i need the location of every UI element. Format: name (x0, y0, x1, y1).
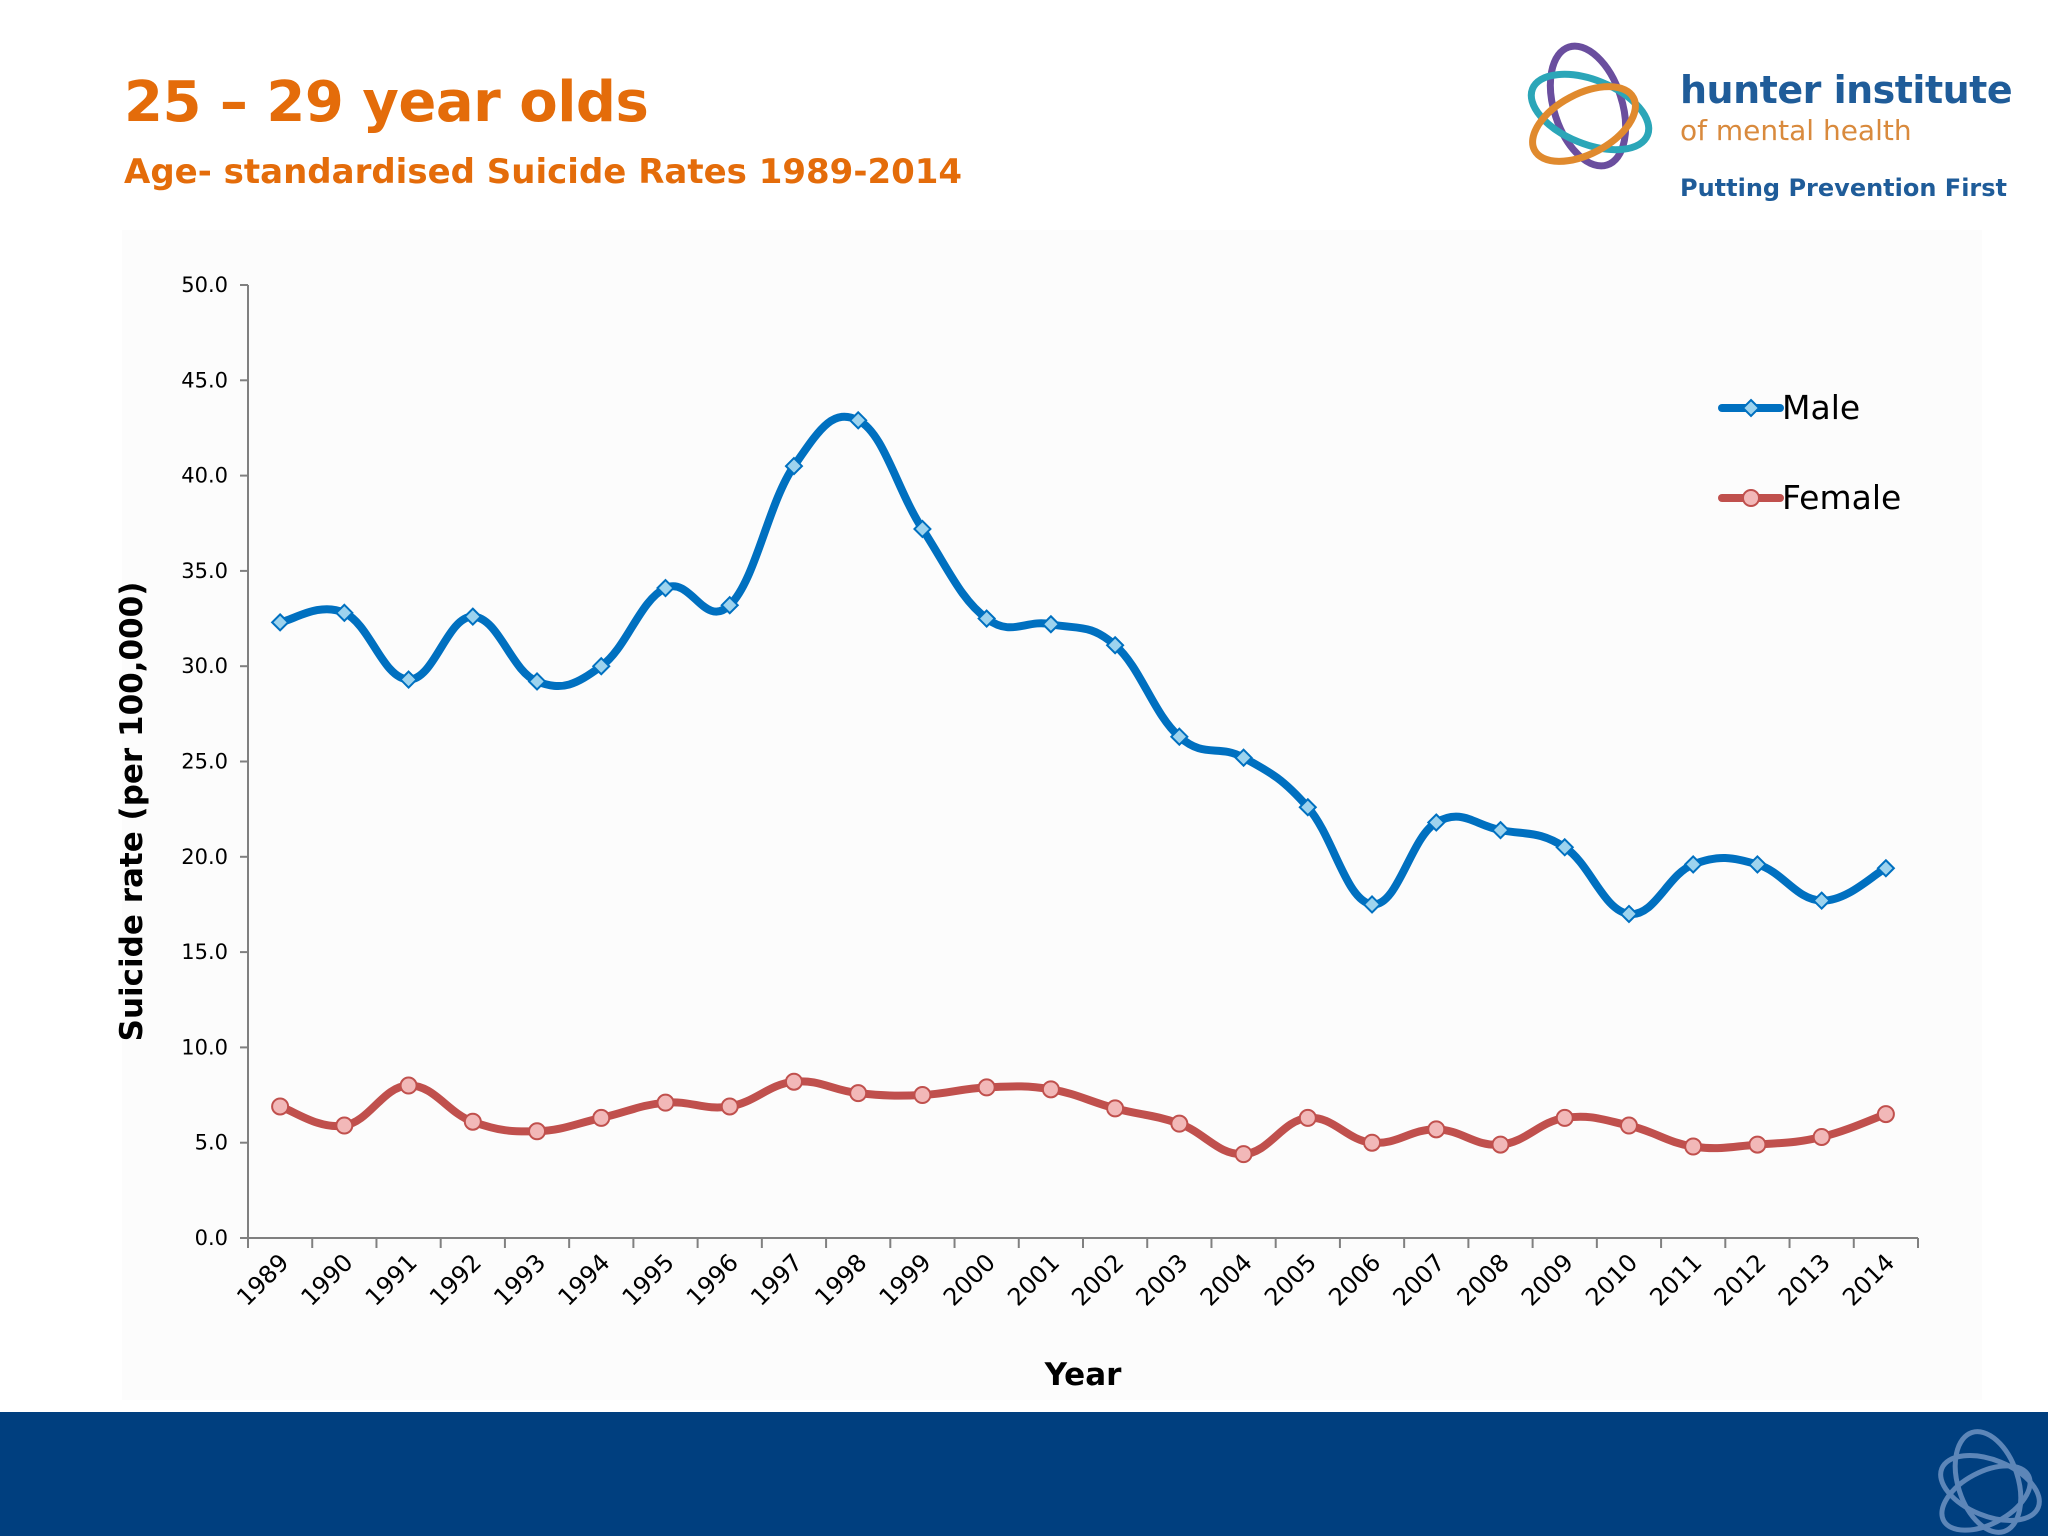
logo-subtitle: of mental health (1680, 114, 1912, 147)
male-data-point (1169, 727, 1189, 747)
y-tick-label: 30.0 (181, 654, 228, 678)
male-data-point (463, 607, 483, 627)
female-data-point (1748, 1135, 1767, 1154)
y-tick-label: 5.0 (195, 1131, 228, 1155)
male-data-point (527, 672, 547, 691)
x-axis-title: Year (1044, 1357, 1123, 1393)
logo-ring-teal (1527, 70, 1653, 154)
female-data-point (1234, 1145, 1253, 1164)
female-data-point (463, 1112, 482, 1131)
female-data-point (849, 1084, 868, 1103)
y-tick-label: 50.0 (181, 273, 228, 297)
y-axis-title: Suicide rate (per 100,000) (114, 582, 150, 1042)
female-data-point (1170, 1114, 1189, 1133)
logo-name: hunter institute (1680, 68, 2013, 112)
female-data-point (720, 1097, 739, 1116)
female-data-point (1363, 1133, 1382, 1152)
logo-ring-orange (1529, 83, 1639, 165)
legend-female-marker (1742, 489, 1760, 507)
male-data-point (1748, 855, 1767, 874)
male-data-point (1812, 891, 1832, 911)
male-data-point (848, 410, 868, 430)
male-data-point (1555, 837, 1575, 857)
slide-title: 25 – 29 year olds (124, 70, 649, 135)
y-tick-label: 0.0 (195, 1226, 228, 1250)
female-data-point (528, 1122, 547, 1141)
suicide-rate-line-chart: 0.0 5.0 10.0 15.0 20.0 25.0 30.0 35.0 40.0 45.0 50… (114, 230, 1982, 1400)
legend-female-label: Female (1782, 478, 1901, 517)
logo-emblem-icon (1527, 42, 1653, 170)
male-data-point (1041, 614, 1061, 634)
footer-band (0, 1412, 2048, 1536)
female-data-point (271, 1097, 290, 1116)
logo-tagline: Putting Prevention First (1680, 174, 2008, 202)
male-data-point (334, 603, 354, 623)
male-data-point (1234, 748, 1253, 768)
y-tick-label: 35.0 (181, 559, 228, 583)
y-tick-label: 10.0 (181, 1035, 228, 1059)
female-data-point (1427, 1120, 1446, 1139)
female-data-point (913, 1086, 932, 1105)
female-data-point (1555, 1108, 1574, 1127)
hunter-institute-logo: hunter institute of mental health Puttin… (1510, 30, 2030, 220)
female-data-point (1491, 1135, 1510, 1154)
male-data-point (913, 519, 932, 539)
female-data-point (656, 1093, 675, 1112)
female-data-point (1619, 1116, 1638, 1135)
y-tick-label: 40.0 (181, 464, 228, 488)
legend-male-marker (1741, 398, 1761, 418)
male-data-point (1426, 813, 1446, 832)
male-data-point (720, 595, 740, 615)
female-data-point (1298, 1108, 1317, 1127)
female-data-point (592, 1108, 611, 1127)
female-data-point (1684, 1137, 1703, 1156)
male-data-point (399, 670, 418, 689)
male-data-point (977, 609, 997, 628)
male-data-point (1362, 895, 1382, 914)
female-data-point (335, 1116, 354, 1135)
y-tick-label: 15.0 (181, 940, 228, 964)
male-data-point (1683, 855, 1703, 874)
male-data-point (270, 612, 290, 632)
y-tick-label: 20.0 (181, 845, 228, 869)
legend-male-label: Male (1782, 388, 1860, 427)
female-data-point (784, 1072, 803, 1091)
female-data-point (399, 1076, 418, 1095)
female-data-point (977, 1078, 996, 1097)
male-data-point (1491, 820, 1510, 840)
female-data-point (1106, 1099, 1125, 1118)
female-data-point (1876, 1105, 1895, 1124)
male-data-point (784, 456, 804, 476)
male-data-point (656, 578, 675, 598)
y-tick-label: 45.0 (181, 368, 228, 392)
slide-subtitle: Age- standardised Suicide Rates 1989-201… (124, 152, 963, 192)
male-data-point (1619, 904, 1639, 924)
male-data-point (1105, 635, 1125, 655)
plot-background (122, 230, 1982, 1400)
female-data-point (1041, 1080, 1060, 1099)
footer-emblem-icon (1938, 1429, 2042, 1535)
male-data-point (591, 656, 611, 676)
female-data-point (1812, 1127, 1831, 1146)
y-tick-label: 25.0 (181, 750, 228, 774)
male-data-point (1298, 797, 1318, 817)
male-data-point (1876, 858, 1896, 878)
